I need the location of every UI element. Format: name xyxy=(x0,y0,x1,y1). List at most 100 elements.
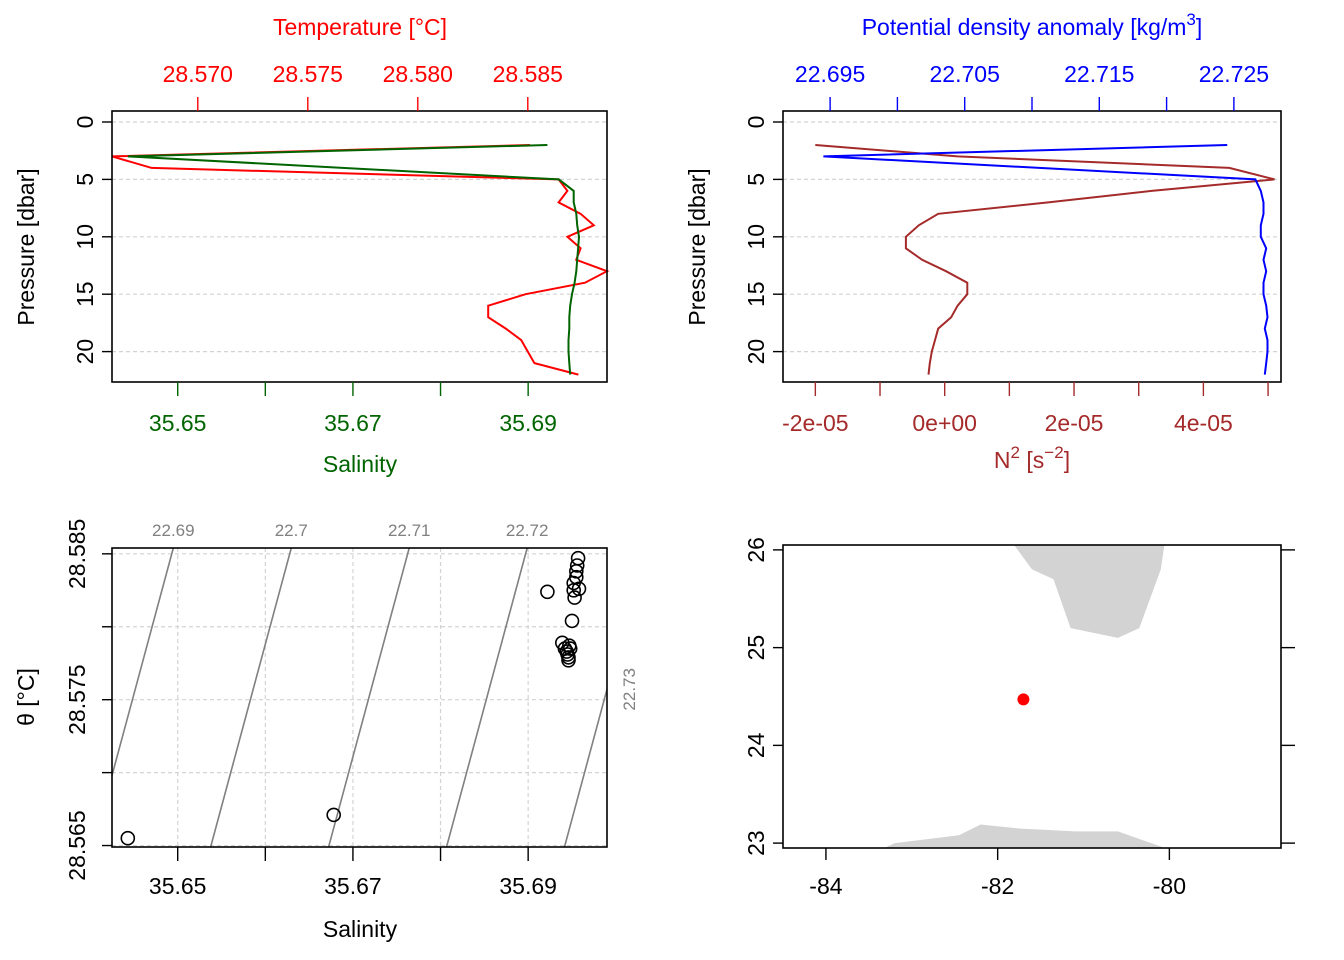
n2-axis-title-mid: [s xyxy=(1020,447,1044,473)
ts-point xyxy=(326,807,342,823)
p2-pressure-tick-label: 20 xyxy=(743,339,769,365)
p4-frame xyxy=(782,544,1282,849)
ts-diagram-panel: 35.65 35.67 35.69 28.565 28.575 28.585 2… xyxy=(13,519,639,942)
p1-pressure-tick-label: 5 xyxy=(72,173,98,186)
profile-density-n2-panel: 0 5 10 15 20 22.695 22.705 22.715 22.725… xyxy=(684,10,1282,473)
ts-point xyxy=(540,584,555,600)
isopycnal-lines xyxy=(112,548,607,847)
latitude-tick-label: 25 xyxy=(743,635,769,661)
n2-tick-label: 4e-05 xyxy=(1174,410,1233,436)
p2-pressure-tick-label: 15 xyxy=(743,281,769,307)
n2-tick-label: 2e-05 xyxy=(1045,410,1104,436)
ts-point xyxy=(570,550,586,566)
density-axis-title: Potential density anomaly [kg/m3] xyxy=(862,10,1203,40)
ts-ylabel: θ [°C] xyxy=(13,668,39,726)
density-tick-label: 22.715 xyxy=(1064,61,1134,87)
land-areas xyxy=(884,545,1166,848)
p2-pressure-axis-title: Pressure [dbar] xyxy=(684,168,710,325)
isopycnal-label: 22.73 xyxy=(620,668,639,711)
p1-salinity-tick-labels: 35.65 35.67 35.69 xyxy=(149,410,557,436)
p1-pressure-ticks xyxy=(102,121,112,353)
p1-salinity-ticks xyxy=(177,382,529,396)
temperature-tick-label: 28.585 xyxy=(493,61,563,87)
p4-latitude-tick-labels: 23 24 25 26 xyxy=(743,537,769,856)
p1-pressure-tick-label: 10 xyxy=(72,224,98,250)
land-polygon xyxy=(1014,545,1165,638)
ts-point xyxy=(561,652,576,668)
p1-temperature-ticks xyxy=(197,97,529,111)
temperature-tick-label: 28.570 xyxy=(163,61,233,87)
ts-salinity-tick-label: 35.65 xyxy=(149,873,207,899)
longitude-tick-label: -80 xyxy=(1153,873,1186,899)
ts-theta-tick-label: 28.565 xyxy=(64,810,90,880)
density-tick-label: 22.695 xyxy=(795,61,865,87)
isopycnal-labels: 22.69 22.7 22.71 22.72 22.73 xyxy=(152,521,639,711)
p3-frame xyxy=(111,547,608,848)
ts-points xyxy=(120,550,587,846)
land-polygon xyxy=(884,824,1166,848)
station-marker[interactable] xyxy=(1017,693,1030,706)
n2-axis-title: N2 [s−2] xyxy=(994,443,1070,473)
p2-density-tick-labels: 22.695 22.705 22.715 22.725 xyxy=(795,61,1269,87)
p1-pressure-tick-labels: 0 5 10 15 20 xyxy=(72,116,98,365)
ts-salinity-tick-label: 35.67 xyxy=(324,873,382,899)
p1-temperature-tick-labels: 28.570 28.575 28.580 28.585 xyxy=(163,61,563,87)
latitude-tick-label: 24 xyxy=(743,732,769,758)
p2-density-ticks xyxy=(829,97,1235,111)
temperature-tick-label: 28.580 xyxy=(383,61,453,87)
p3-grid xyxy=(112,548,607,847)
p1-pressure-axis-title: Pressure [dbar] xyxy=(13,168,39,325)
n2-profile-line xyxy=(815,144,1275,375)
p1-grid xyxy=(112,121,607,353)
density-tick-label: 22.705 xyxy=(930,61,1000,87)
p2-grid xyxy=(783,121,1281,353)
latitude-tick-label: 23 xyxy=(743,830,769,856)
isopycnal-label: 22.69 xyxy=(152,521,195,540)
p1-pressure-tick-label: 15 xyxy=(72,281,98,307)
longitude-tick-label: -82 xyxy=(981,873,1014,899)
density-axis-title-sup: 3 xyxy=(1186,10,1195,29)
salinity-tick-label: 35.69 xyxy=(499,410,557,436)
isopycnal-label: 22.71 xyxy=(388,521,431,540)
density-axis-title-text: Potential density anomaly [kg/m xyxy=(862,14,1187,40)
isopycnal-label: 22.7 xyxy=(275,521,308,540)
p2-pressure-tick-label: 5 xyxy=(743,173,769,186)
p2-pressure-tick-labels: 0 5 10 15 20 xyxy=(743,116,769,365)
n2-axis-title-end: ] xyxy=(1064,447,1070,473)
ts-point xyxy=(569,558,585,573)
p4-longitude-tick-labels: -84 -82 -80 xyxy=(809,873,1186,899)
ts-salinity-tick-label: 35.69 xyxy=(499,873,557,899)
n2-axis-title-sup2: −2 xyxy=(1044,443,1063,462)
density-axis-title-end: ] xyxy=(1196,14,1202,40)
p2-pressure-tick-label: 0 xyxy=(743,116,769,129)
ts-theta-tick-label: 28.575 xyxy=(64,665,90,735)
salinity-tick-label: 35.65 xyxy=(149,410,207,436)
profile-temperature-salinity-panel: 0 5 10 15 20 28.570 28.575 28.580 28.585… xyxy=(13,14,610,477)
isopycnal-label: 22.72 xyxy=(506,521,549,540)
p3-theta-tick-labels: 28.565 28.575 28.585 xyxy=(64,519,90,881)
density-tick-label: 22.725 xyxy=(1199,61,1269,87)
isopycnal-line xyxy=(445,548,528,847)
p1-pressure-tick-label: 0 xyxy=(72,116,98,129)
p1-pressure-tick-label: 20 xyxy=(72,339,98,365)
p3-salinity-ticks xyxy=(177,847,529,861)
p2-pressure-ticks xyxy=(773,121,783,353)
isopycnal-line xyxy=(563,686,607,847)
p1-frame xyxy=(111,110,608,383)
n2-tick-label: -2e-05 xyxy=(782,410,848,436)
p3-salinity-tick-labels: 35.65 35.67 35.69 xyxy=(149,873,557,899)
n2-axis-title-sup1: 2 xyxy=(1011,443,1020,462)
ts-point xyxy=(571,581,587,597)
temperature-axis-title: Temperature [°C] xyxy=(273,14,447,40)
p3-theta-ticks xyxy=(102,553,112,847)
ts-point xyxy=(562,641,578,656)
station-map-panel: -84 -82 -80 23 24 25 26 xyxy=(743,537,1295,899)
p2-pressure-tick-label: 10 xyxy=(743,224,769,250)
ts-point xyxy=(564,613,580,629)
n2-axis-title-text: N xyxy=(994,447,1011,473)
salinity-axis-title: Salinity xyxy=(323,451,398,477)
salinity-tick-label: 35.67 xyxy=(324,410,382,436)
p2-frame xyxy=(782,110,1282,383)
temperature-tick-label: 28.575 xyxy=(273,61,343,87)
